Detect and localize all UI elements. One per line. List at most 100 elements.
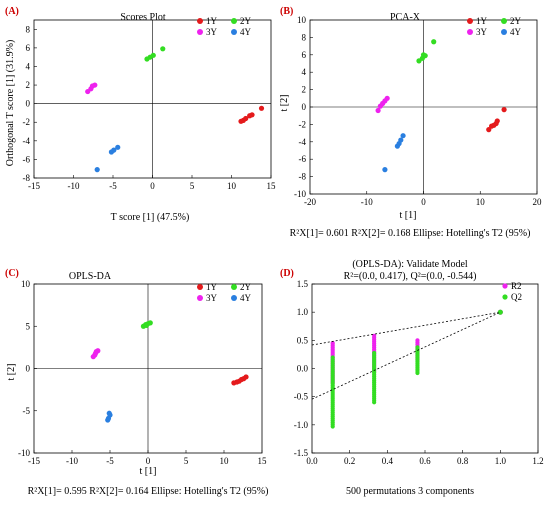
panel-d-title-line1: (OPLS-DA): Validate Model	[352, 259, 468, 270]
y-tick-label: -1.0	[294, 420, 309, 430]
y-tick-label: 2	[302, 85, 307, 95]
y-tick-label: -8	[299, 172, 307, 182]
legend-label-3Y: 3Y	[206, 27, 218, 37]
data-point-4Y	[94, 167, 100, 173]
legend-marker-2Y	[231, 18, 237, 24]
data-point-2Y	[150, 52, 156, 58]
panel-d-caption: 500 permutations 3 components	[346, 486, 474, 497]
data-point-1Y	[494, 118, 500, 124]
y-tick-label: 2	[26, 80, 31, 90]
perm-point-Q2	[372, 350, 377, 356]
regression-line-Q2	[311, 311, 501, 400]
y-tick-label: 5	[26, 321, 31, 331]
panel-b: (B) PCA-X t [1] t [2] R²X[1]= 0.601 R²X[…	[279, 6, 542, 239]
x-tick-label: 0.4	[382, 456, 394, 466]
plot-frame	[311, 283, 539, 454]
panel-c: (C) OPLS-DA t [1] t [2] R²X[1]= 0.595 R²…	[5, 268, 268, 497]
panel-c-ylabel: t [2]	[6, 364, 17, 381]
x-tick-label: 10	[476, 197, 486, 207]
panel-c-label: (C)	[5, 268, 19, 279]
data-point-4Y	[382, 167, 388, 173]
legend-marker-1Y	[197, 284, 203, 290]
x-tick-label: 20	[533, 197, 543, 207]
perm-point-R2	[372, 333, 377, 338]
y-tick-label: -4	[23, 136, 31, 146]
y-tick-label: 0	[26, 364, 31, 374]
data-point-1Y	[243, 374, 249, 380]
legend-marker-1Y	[467, 18, 473, 24]
panel-b-caption: R²X[1]= 0.601 R²X[2]= 0.168 Ellipse: Hot…	[290, 228, 531, 239]
perm-point-R2	[330, 341, 335, 346]
x-tick-label: -15	[28, 181, 40, 191]
legend-label-1Y: 1Y	[206, 282, 218, 292]
panel-d-label: (D)	[280, 268, 294, 279]
data-point-2Y	[147, 320, 153, 326]
perm-point-Q2	[415, 345, 420, 350]
data-point-2Y	[143, 322, 150, 329]
y-tick-label: -8	[23, 173, 31, 183]
legend-marker-4Y	[231, 29, 237, 35]
legend-label-4Y: 4Y	[240, 27, 252, 37]
data-point-1Y	[501, 107, 507, 113]
data-point-3Y	[95, 348, 101, 354]
x-tick-label: -15	[28, 456, 40, 466]
y-tick-label: 10	[21, 279, 31, 289]
legend-marker-4Y	[501, 29, 507, 35]
legend-label-4Y: 4Y	[240, 293, 252, 303]
panel-a: (A) Scores Plot T score [1] (47.5%) Orth…	[5, 6, 276, 223]
y-tick-label: 0	[302, 102, 307, 112]
panel-a-label: (A)	[5, 6, 19, 17]
legend-marker-R2	[502, 283, 508, 289]
y-tick-label: 0.5	[297, 335, 309, 345]
legend-marker-3Y	[197, 29, 203, 35]
panel-d: (D) (OPLS-DA): Validate Model R²=(0.0, 0…	[280, 259, 544, 497]
data-point-4Y	[400, 133, 406, 139]
data-point-1Y	[486, 127, 492, 133]
y-tick-label: 4	[26, 61, 31, 71]
panel-d-title-line2: R²=(0.0, 0.417), Q²=(0.0, -0.544)	[344, 271, 477, 282]
panel-b-ylabel: t [2]	[279, 95, 290, 112]
x-tick-label: -10	[361, 197, 373, 207]
x-tick-label: 0.6	[419, 456, 431, 466]
panel-c-caption: R²X[1]= 0.595 R²X[2]= 0.164 Ellipse: Hot…	[28, 486, 269, 497]
x-tick-label: 10	[227, 181, 237, 191]
data-point-1Y	[243, 115, 249, 122]
legend-label-1Y: 1Y	[476, 16, 488, 26]
x-tick-label: -5	[109, 181, 117, 191]
x-tick-label: 0	[146, 456, 151, 466]
panel-a-title: Scores Plot	[120, 12, 166, 23]
y-tick-label: 1.5	[297, 279, 309, 289]
y-tick-label: 4	[302, 67, 307, 77]
legend-marker-3Y	[197, 295, 203, 301]
panel-b-xlabel: t [1]	[400, 210, 417, 221]
y-tick-label: 0.0	[297, 364, 309, 374]
legend-label-Q2: Q2	[511, 292, 522, 302]
x-tick-label: 15	[258, 456, 268, 466]
legend-label-4Y: 4Y	[510, 27, 522, 37]
y-tick-label: 8	[26, 24, 31, 34]
y-tick-label: -2	[23, 117, 31, 127]
regression-line-R2	[311, 311, 501, 346]
x-tick-label: 0.8	[457, 456, 469, 466]
data-point-4Y	[105, 417, 111, 423]
x-tick-label: -10	[66, 456, 78, 466]
x-tick-label: 10	[220, 456, 230, 466]
legend-label-2Y: 2Y	[240, 282, 252, 292]
y-tick-label: 6	[26, 43, 31, 53]
y-tick-label: 6	[302, 50, 307, 60]
legend-label-2Y: 2Y	[510, 16, 522, 26]
y-tick-label: 0	[26, 99, 31, 109]
y-tick-label: -4	[299, 137, 307, 147]
legend-label-1Y: 1Y	[206, 16, 218, 26]
legend-marker-2Y	[231, 284, 237, 290]
legend-label-3Y: 3Y	[206, 293, 218, 303]
legend-label-2Y: 2Y	[240, 16, 252, 26]
x-tick-label: 0	[421, 197, 426, 207]
y-tick-label: -10	[294, 189, 306, 199]
panel-c-xlabel: t [1]	[140, 466, 157, 477]
y-tick-label: -10	[18, 448, 30, 458]
legend-label-R2: R2	[511, 281, 522, 291]
x-tick-label: 0.0	[306, 456, 318, 466]
y-tick-label: -1.5	[294, 448, 309, 458]
